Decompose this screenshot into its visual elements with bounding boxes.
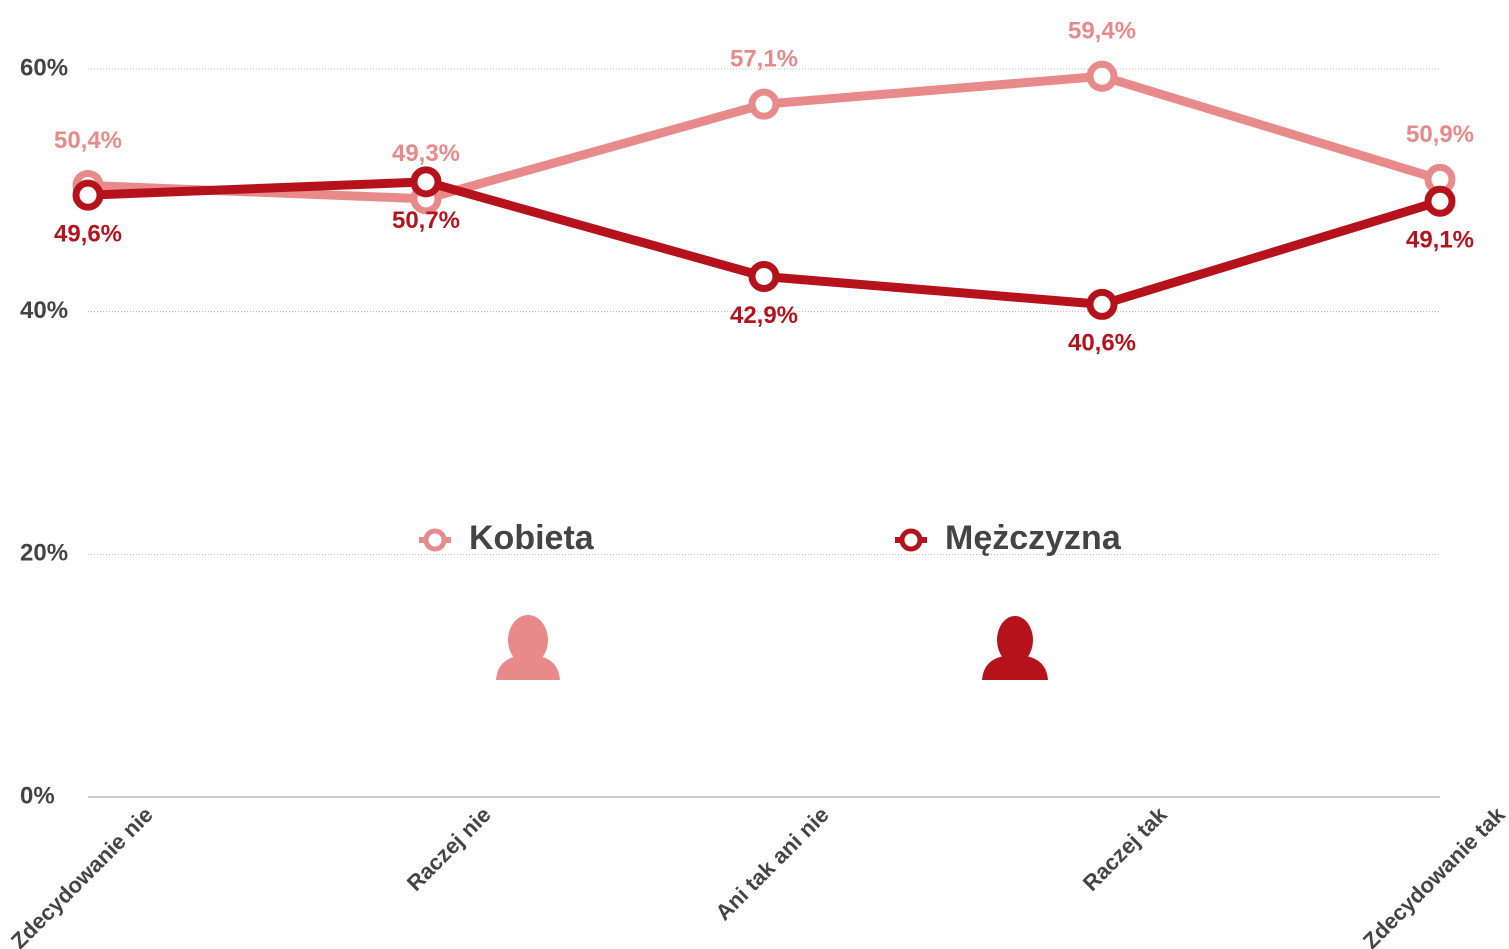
data-point [1086,288,1118,320]
data-point [748,88,780,120]
data-label: 50,9% [1406,121,1474,148]
x-tick-label: Raczej nie [402,802,496,896]
data-point [72,179,104,211]
y-tick-label: 40% [20,297,68,324]
male-icon [982,616,1048,680]
data-label: 50,7% [392,207,460,234]
y-tick-label: 20% [20,540,68,567]
data-label: 50,4% [54,127,122,154]
x-tick-label: Zdecydowanie nie [6,802,158,949]
x-tick-label: Raczej tak [1078,801,1172,895]
data-label: 59,4% [1068,18,1136,45]
data-point [410,166,442,198]
y-tick-label: 0% [20,782,55,809]
legend-label: Mężczyzna [945,519,1122,557]
legend-marker [899,528,923,552]
data-point [1424,185,1456,217]
y-tick-label: 60% [20,54,68,81]
legend-marker [423,528,447,552]
female-icon [496,615,560,680]
legend-label: Kobieta [469,519,595,557]
data-label: 42,9% [730,302,798,329]
data-label: 49,3% [392,140,460,167]
x-tick-label: Ani tak ani nie [710,802,833,925]
data-point [1086,60,1118,92]
data-label: 49,1% [1406,227,1474,254]
x-tick-label: Zdecydowanie tak [1358,801,1509,949]
data-label: 40,6% [1068,330,1136,357]
data-point [748,260,780,292]
data-label: 49,6% [54,221,122,248]
data-label: 57,1% [730,46,798,73]
